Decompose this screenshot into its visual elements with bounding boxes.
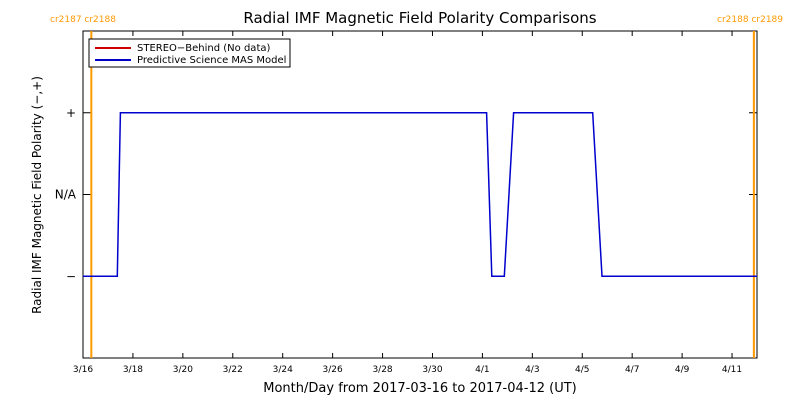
x-tick-label: 3/16 [73,365,93,375]
x-tick-label: 3/30 [422,365,442,375]
x-tick-label: 4/7 [625,365,639,375]
x-tick-label: 3/20 [173,365,193,375]
x-tick-label: 3/26 [323,365,343,375]
axis-ticks: 3/16 3/18 3/20 3/22 3/24 3/26 3/28 3/30 4/1 4/3 4/… [55,31,757,375]
legend-label-stereo: STEREO−Behind (No data) [137,43,270,54]
y-tick-label: N/A [55,188,77,202]
x-axis-label: Month/Day from 2017-03-16 to 2017-04-12 … [263,381,576,396]
x-tick-label: 3/28 [372,365,392,375]
x-tick-label: 3/24 [273,365,293,375]
y-axis-label: Radial IMF Magnetic Field Polarity (−,+) [30,76,44,314]
chart-title: Radial IMF Magnetic Field Polarity Compa… [243,9,596,27]
series-lines [83,112,757,278]
x-tick-label: 4/9 [675,365,690,375]
x-tick-label: 3/22 [223,365,243,375]
carrington-markers: cr2187 cr2188 cr2188 cr2189 [50,15,783,358]
y-tick-label: − [66,269,76,283]
legend: STEREO−Behind (No data) Predictive Scien… [88,38,291,68]
carrington-rotation-label: cr2187 cr2188 [50,15,116,25]
carrington-rotation-label: cr2188 cr2189 [717,15,783,25]
x-tick-label: 4/1 [475,365,489,375]
x-tick-label: 4/3 [525,365,539,375]
x-tick-label: 3/18 [123,365,143,375]
legend-box [88,38,291,68]
legend-label-mas-model: Predictive Science MAS Model [137,55,286,66]
y-tick-label: + [66,106,76,120]
series-line-1 [83,112,757,278]
x-tick-label: 4/11 [722,365,742,375]
x-tick-label: 4/5 [575,365,589,375]
